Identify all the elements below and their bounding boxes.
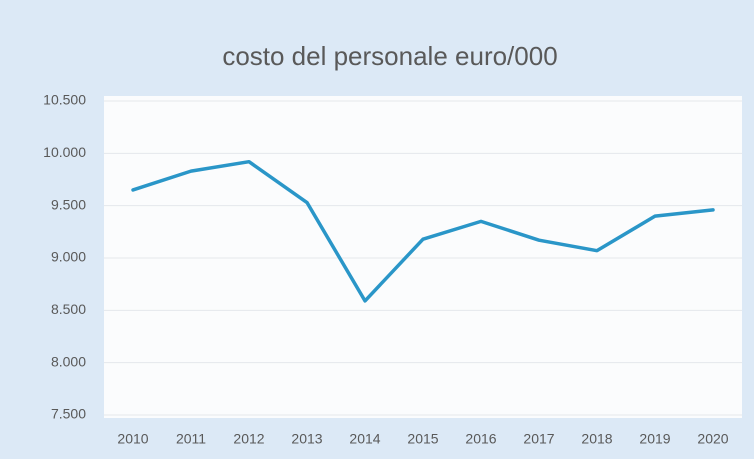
y-tick-label: 7.500: [51, 406, 86, 422]
x-tick-label: 2014: [349, 431, 380, 447]
x-tick-label: 2013: [291, 431, 322, 447]
x-tick-label: 2012: [233, 431, 264, 447]
y-tick-label: 9.500: [51, 196, 86, 212]
x-tick-label: 2018: [581, 431, 612, 447]
x-tick-label: 2019: [639, 431, 670, 447]
y-tick-label: 8.000: [51, 353, 86, 369]
x-tick-label: 2020: [697, 431, 728, 447]
y-tick-label: 10.500: [43, 92, 86, 108]
chart-title: costo del personale euro/000: [222, 41, 557, 71]
x-tick-label: 2015: [407, 431, 438, 447]
y-tick-label: 10.000: [43, 144, 86, 160]
x-tick-label: 2011: [176, 431, 206, 447]
y-tick-label: 9.000: [51, 249, 86, 265]
x-tick-label: 2016: [465, 431, 496, 447]
x-tick-label: 2017: [523, 431, 554, 447]
plot-area: [104, 96, 742, 418]
data-line: [131, 159, 715, 303]
x-tick-label: 2010: [117, 431, 148, 447]
y-tick-label: 8.500: [51, 301, 86, 317]
